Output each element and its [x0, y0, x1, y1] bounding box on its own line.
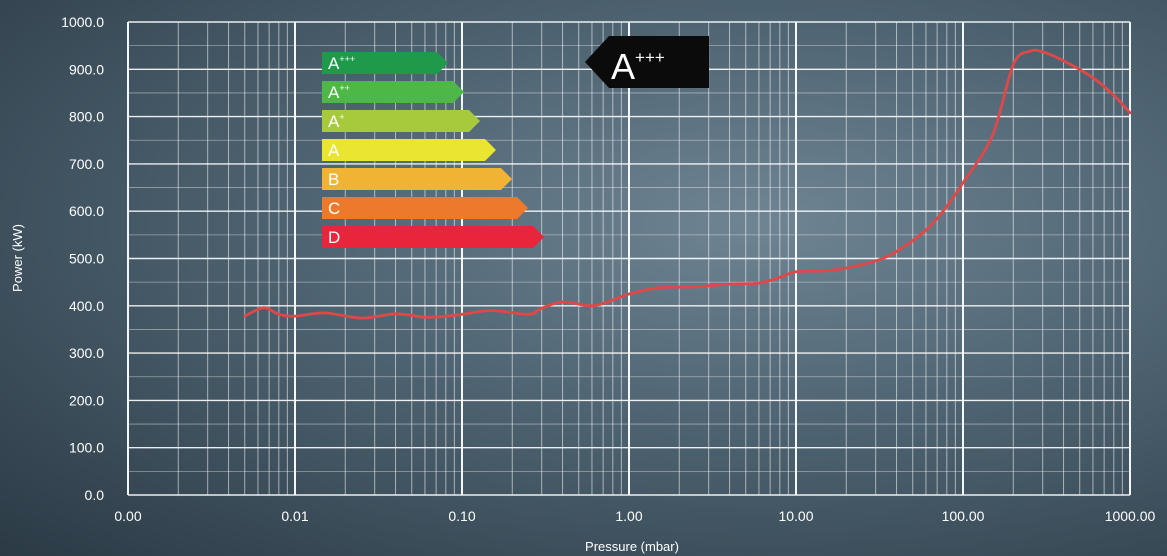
x-tick-label: 0.00 — [114, 508, 141, 524]
energy-band: C — [322, 197, 528, 219]
chart-series — [243, 48, 1132, 320]
energy-band-arrow — [322, 110, 480, 132]
rating-badge-shape — [585, 36, 709, 88]
y-tick-label: 200.0 — [69, 392, 104, 408]
energy-band-arrow — [322, 81, 464, 103]
energy-band: A++ — [322, 81, 464, 103]
energy-band-arrow — [322, 226, 544, 248]
y-tick-label: 900.0 — [69, 61, 104, 77]
x-tick-label: 100.00 — [942, 508, 985, 524]
energy-band: A — [322, 139, 496, 161]
y-tick-label: 500.0 — [69, 251, 104, 267]
energy-band-label: B — [328, 170, 339, 189]
y-axis-ticks: 0.0 100.0 200.0 300.0 400.0 500.0 600.0 700.0 80… — [61, 14, 104, 503]
y-tick-label: 600.0 — [69, 203, 104, 219]
x-tick-label: 1000.00 — [1105, 508, 1156, 524]
energy-band-arrow — [322, 197, 528, 219]
x-axis-ticks: 0.00 0.01 0.10 1.00 10.00 100.00 1000.00 — [114, 508, 1155, 524]
series-line — [243, 48, 1132, 320]
y-tick-label: 100.0 — [69, 440, 104, 456]
rating-badge: A+++ — [585, 36, 709, 88]
energy-band: A+ — [322, 110, 480, 132]
energy-band: D — [322, 226, 544, 248]
x-tick-label: 0.10 — [448, 508, 475, 524]
energy-band-arrow — [322, 52, 448, 74]
y-tick-label: 700.0 — [69, 156, 104, 172]
energy-band-label: C — [328, 199, 340, 218]
chart-grid — [127, 21, 1131, 496]
energy-band-label: A — [328, 141, 340, 160]
energy-band-arrow — [322, 139, 496, 161]
energy-band: A+++ — [322, 52, 448, 74]
energy-band-arrow — [322, 168, 512, 190]
y-tick-label: 400.0 — [69, 298, 104, 314]
x-tick-label: 1.00 — [615, 508, 642, 524]
energy-band-label: D — [328, 228, 340, 247]
x-tick-label: 10.00 — [778, 508, 813, 524]
y-tick-label: 300.0 — [69, 345, 104, 361]
y-axis-label: Power (kW) — [10, 224, 25, 292]
energy-band: B — [322, 168, 512, 190]
x-tick-label: 0.01 — [281, 508, 308, 524]
x-axis-label: Pressure (mbar) — [585, 539, 679, 554]
y-tick-label: 800.0 — [69, 109, 104, 125]
y-tick-label: 1000.0 — [61, 14, 104, 30]
y-tick-label: 0.0 — [85, 487, 105, 503]
